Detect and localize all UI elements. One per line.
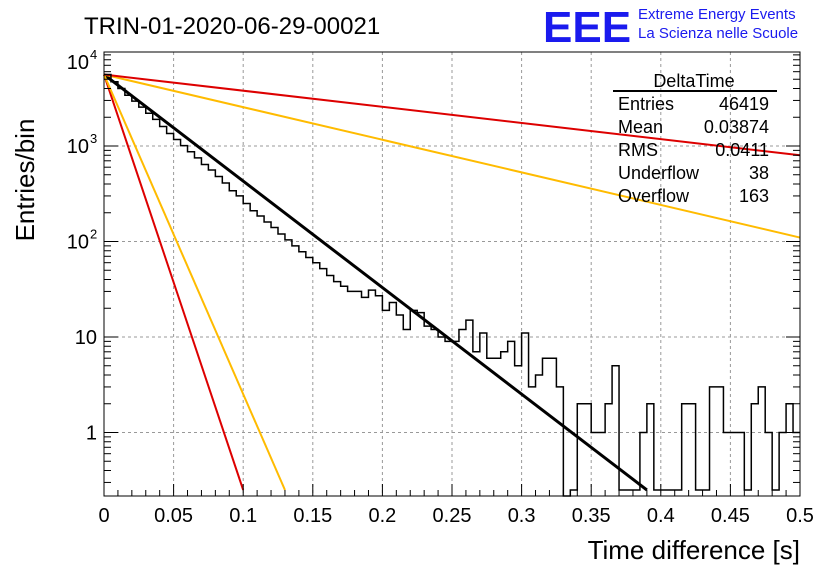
y-tick-exponent: 3 xyxy=(90,131,97,146)
logo-line2: La Scienza nelle Scuole xyxy=(638,25,798,42)
eee-logo-text: EEE xyxy=(543,3,631,52)
series-line xyxy=(103,74,245,491)
stats-title: DeltaTime xyxy=(653,71,734,91)
stats-value: 38 xyxy=(749,163,769,183)
series-line xyxy=(103,73,801,157)
y-tick-exponent: 2 xyxy=(90,227,97,242)
y-tick-label: 10 xyxy=(67,52,89,74)
x-tick-label: 0.1 xyxy=(229,505,257,527)
stats-value: 163 xyxy=(739,186,769,206)
stats-label: RMS xyxy=(618,140,658,160)
stats-label: Mean xyxy=(618,117,663,137)
series-line xyxy=(103,73,648,492)
eee-logo: EEE Extreme Energy Events La Scienza nel… xyxy=(543,3,798,52)
x-tick-label: 0 xyxy=(98,505,109,527)
axis-ticks xyxy=(103,54,801,496)
x-tick-label: 0.25 xyxy=(433,505,472,527)
series-line xyxy=(103,73,801,239)
x-tick-label: 0.35 xyxy=(572,505,611,527)
x-tick-label: 0.4 xyxy=(647,505,675,527)
x-tick-label: 0.5 xyxy=(786,505,814,527)
series-line xyxy=(103,74,286,491)
x-tick-labels: 0 0.05 0.1 0.15 0.2 0.25 0.3 0.35 0.4 0.45 0.5 xyxy=(98,505,813,527)
chart-title: TRIN-01-2020-06-29-00021 xyxy=(84,13,380,40)
plot-series xyxy=(103,73,801,492)
x-tick-label: 0.2 xyxy=(368,505,396,527)
y-tick-label: 1 xyxy=(86,423,97,445)
stats-rows: Entries 46419 Mean 0.03874 RMS 0.0411 Underflo… xyxy=(618,94,769,206)
x-tick-label: 0.3 xyxy=(508,505,536,527)
stats-label: Entries xyxy=(618,94,674,114)
stats-label: Overflow xyxy=(618,186,690,206)
y-tick-label: 10 xyxy=(75,327,97,349)
y-tick-label: 10 xyxy=(67,136,89,158)
stats-value: 46419 xyxy=(719,94,769,114)
stats-value: 0.03874 xyxy=(704,117,769,137)
stats-value: 0.0411 xyxy=(715,140,769,160)
y-tick-label: 10 xyxy=(67,232,89,254)
histogram-steps xyxy=(104,73,800,497)
title-group: TRIN-01-2020-06-29-00021 xyxy=(84,13,380,40)
x-tick-label: 0.15 xyxy=(293,505,332,527)
stats-label: Underflow xyxy=(618,163,700,183)
x-tick-label: 0.45 xyxy=(711,505,750,527)
logo-line1: Extreme Energy Events xyxy=(638,6,796,23)
stats-box: DeltaTime Entries 46419 Mean 0.03874 RMS 0.04… xyxy=(613,71,777,206)
histogram xyxy=(104,73,800,497)
x-tick-label: 0.05 xyxy=(154,505,193,527)
y-tick-exponent: 4 xyxy=(90,47,97,62)
grid xyxy=(104,52,800,496)
x-axis-label: Time difference [s] xyxy=(588,535,800,565)
y-axis-label: Entries/bin xyxy=(10,119,40,242)
